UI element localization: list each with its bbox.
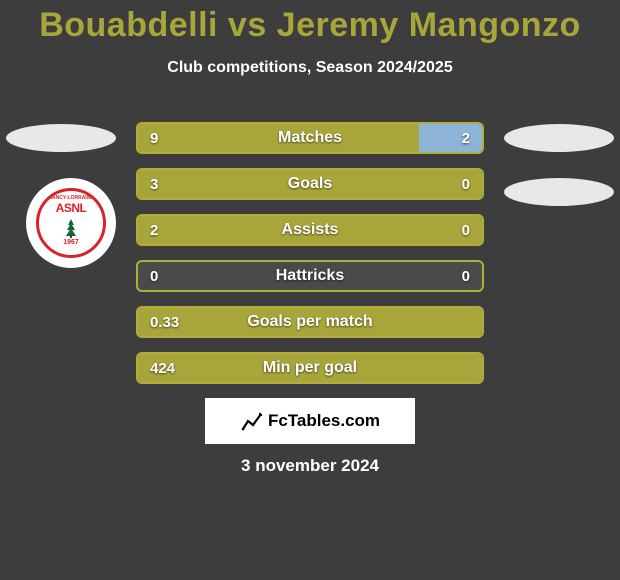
source-label: FcTables.com [268,411,380,431]
thistle-icon [61,217,81,239]
stat-row: 0.33Goals per match [136,306,484,338]
stat-row: 30Goals [136,168,484,200]
stat-label: Matches [138,124,482,152]
chart-icon [240,409,264,433]
right-player-placeholder-2 [504,178,614,206]
stat-row: 20Assists [136,214,484,246]
right-player-placeholder-1 [504,124,614,152]
subtitle: Club competitions, Season 2024/2025 [0,59,620,77]
stat-label: Goals [138,170,482,198]
club-logo-year: 1967 [63,239,79,246]
stat-label: Assists [138,216,482,244]
stat-label: Goals per match [138,308,482,336]
left-club-logo: NANCY-LORRAINE ASNL 1967 [26,178,116,268]
stat-label: Min per goal [138,354,482,382]
stats-table: 92Matches 30Goals 20Assists 00Hattricks 0.33… [136,122,484,398]
club-logo-arc-text: NANCY-LORRAINE [48,195,93,201]
page-title: Bouabdelli vs Jeremy Mangonzo [0,0,620,45]
stat-row: 00Hattricks [136,260,484,292]
club-logo-inner: NANCY-LORRAINE ASNL 1967 [36,188,106,258]
comparison-infographic: Bouabdelli vs Jeremy Mangonzo Club compe… [0,0,620,580]
stat-label: Hattricks [138,262,482,290]
source-badge: FcTables.com [205,398,415,444]
left-player-placeholder [6,124,116,152]
stat-row: 92Matches [136,122,484,154]
club-logo-text: ASNL [56,201,87,215]
date-label: 3 november 2024 [0,456,620,476]
stat-row: 424Min per goal [136,352,484,384]
